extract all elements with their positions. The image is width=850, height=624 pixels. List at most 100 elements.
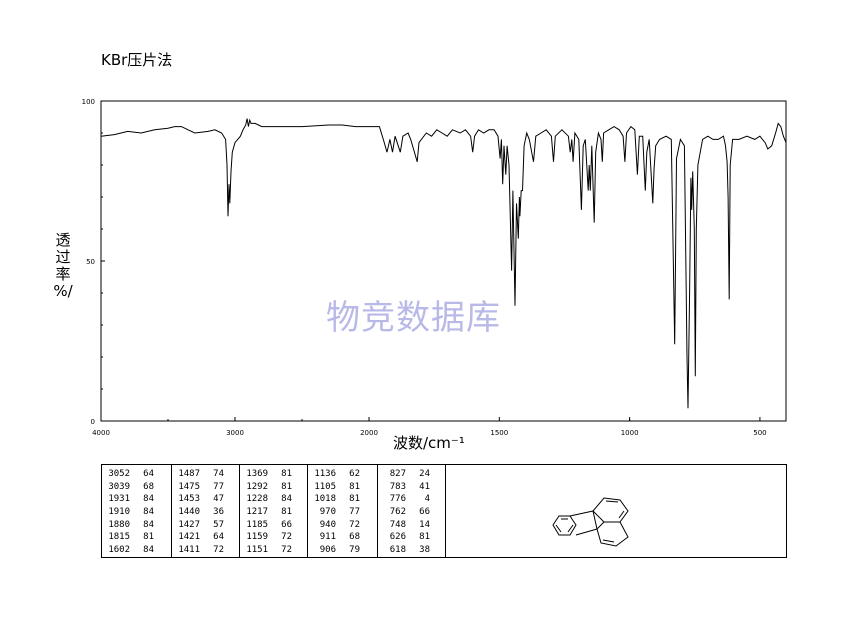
peak-transmittance: 84 — [143, 494, 154, 505]
peak-wavenumber: 827 — [389, 469, 406, 479]
x-tick-label: 4000 — [92, 429, 110, 437]
peak-wavenumber: 1217 — [246, 507, 268, 518]
peak-row: 1440 36 — [172, 506, 239, 519]
peak-wavenumber: 1815 — [108, 532, 130, 543]
peak-column: 1369 81 1292 81 1228 84 1217 81 1185 66 1159 72 1151… — [240, 465, 308, 557]
peak-wavenumber: 970 — [319, 507, 336, 518]
peak-transmittance: 38 — [419, 545, 430, 556]
peak-row: 1228 84 — [240, 493, 307, 506]
peak-row: 748 14 — [378, 519, 445, 532]
peak-wavenumber: 1292 — [246, 481, 268, 492]
peak-wavenumber: 940 — [319, 519, 336, 530]
peak-column: 3052 64 3039 68 1931 84 1910 84 1880 84 1815 81 1602… — [102, 465, 172, 557]
peak-transmittance: 57 — [213, 519, 224, 530]
peak-transmittance: 62 — [349, 469, 360, 479]
peak-row: 1427 57 — [172, 519, 239, 532]
peak-row: 970 77 — [308, 506, 377, 519]
peak-wavenumber: 3039 — [108, 481, 130, 492]
peak-row: 618 38 — [378, 544, 445, 557]
peak-row: 940 72 — [308, 519, 377, 532]
peak-row: 1475 77 — [172, 481, 239, 494]
peak-row: 3039 68 — [102, 481, 171, 494]
peak-row: 827 24 — [378, 468, 445, 481]
peak-wavenumber: 762 — [389, 507, 406, 518]
peak-wavenumber: 906 — [319, 545, 336, 556]
peak-wavenumber: 748 — [389, 519, 406, 530]
peak-transmittance: 79 — [349, 545, 360, 556]
structure-panel — [444, 465, 786, 557]
peak-transmittance: 84 — [143, 519, 154, 530]
peak-row: 1411 72 — [172, 544, 239, 557]
x-tick-label: 3000 — [226, 429, 244, 437]
peak-transmittance: 66 — [419, 507, 430, 518]
peak-row: 1136 62 — [308, 468, 377, 481]
peak-wavenumber: 911 — [319, 532, 336, 543]
peak-transmittance: 47 — [213, 494, 224, 505]
peak-row: 1217 81 — [240, 506, 307, 519]
peak-row: 776 4 — [378, 493, 445, 506]
peak-transmittance: 64 — [213, 532, 224, 543]
peak-wavenumber: 1185 — [246, 519, 268, 530]
peak-row: 1931 84 — [102, 493, 171, 506]
peak-wavenumber: 1602 — [108, 545, 130, 556]
x-tick-label: 500 — [753, 429, 766, 437]
peak-wavenumber: 626 — [389, 532, 406, 543]
peak-wavenumber: 1440 — [178, 507, 200, 518]
peak-row: 762 66 — [378, 506, 445, 519]
peak-transmittance: 4 — [424, 494, 430, 505]
peak-row: 1369 81 — [240, 468, 307, 481]
peak-row: 1487 74 — [172, 468, 239, 481]
peak-transmittance: 84 — [143, 545, 154, 556]
peak-wavenumber: 1136 — [314, 469, 336, 479]
peak-transmittance: 77 — [213, 481, 224, 492]
peak-row: 3052 64 — [102, 468, 171, 481]
x-tick-label: 1000 — [621, 429, 639, 437]
peak-transmittance: 74 — [213, 469, 224, 479]
peak-wavenumber: 1880 — [108, 519, 130, 530]
peak-row: 1815 81 — [102, 531, 171, 544]
peak-transmittance: 81 — [281, 507, 292, 518]
peak-wavenumber: 1931 — [108, 494, 130, 505]
peak-wavenumber: 1487 — [178, 469, 200, 479]
peak-wavenumber: 776 — [389, 494, 406, 505]
y-tick-label: 0 — [91, 418, 95, 426]
spectrum-series-line — [100, 118, 787, 409]
peak-transmittance: 72 — [281, 545, 292, 556]
peak-wavenumber: 1018 — [314, 494, 336, 505]
peak-row: 1151 72 — [240, 544, 307, 557]
peak-column: 1487 74 1475 77 1453 47 1440 36 1427 57 1421 64 1411… — [172, 465, 240, 557]
peak-wavenumber: 783 — [389, 481, 406, 492]
peak-column: 827 24 783 41 776 4 762 66 748 14 626 81 618 38 — [378, 465, 446, 557]
peak-wavenumber: 1427 — [178, 519, 200, 530]
peak-transmittance: 36 — [213, 507, 224, 518]
peak-transmittance: 81 — [143, 532, 154, 543]
peak-transmittance: 14 — [419, 519, 430, 530]
peak-row: 911 68 — [308, 531, 377, 544]
peak-transmittance: 64 — [143, 469, 154, 479]
peak-transmittance: 84 — [143, 507, 154, 518]
peak-transmittance: 72 — [281, 532, 292, 543]
peak-row: 1453 47 — [172, 493, 239, 506]
x-axis: 4000 3000 2000 1500 1000 500 — [92, 417, 767, 437]
plot-frame — [100, 100, 787, 422]
peak-wavenumber: 1369 — [246, 469, 268, 479]
peak-row: 1018 81 — [308, 493, 377, 506]
peak-transmittance: 66 — [281, 519, 292, 530]
peak-transmittance: 81 — [281, 469, 292, 479]
peak-wavenumber: 1105 — [314, 481, 336, 492]
ir-spectrum-chart: 0 50 100 4000 3000 2000 1500 1000 500 — [82, 98, 787, 437]
x-tick-label: 1500 — [490, 429, 508, 437]
x-axis-label: 波数/cm⁻¹ — [393, 434, 465, 452]
peak-transmittance: 81 — [349, 494, 360, 505]
peak-row: 783 41 — [378, 481, 445, 494]
peak-transmittance: 77 — [349, 507, 360, 518]
peak-row: 1185 66 — [240, 519, 307, 532]
peak-transmittance: 84 — [281, 494, 292, 505]
watermark: 物竞数据库 — [326, 298, 501, 338]
peak-transmittance: 81 — [419, 532, 430, 543]
peak-wavenumber: 1910 — [108, 507, 130, 518]
peak-row: 1159 72 — [240, 531, 307, 544]
peak-row: 1602 84 — [102, 544, 171, 557]
y-axis-label: 透 过 率 %/ — [53, 231, 73, 300]
peak-wavenumber: 1411 — [178, 545, 200, 556]
